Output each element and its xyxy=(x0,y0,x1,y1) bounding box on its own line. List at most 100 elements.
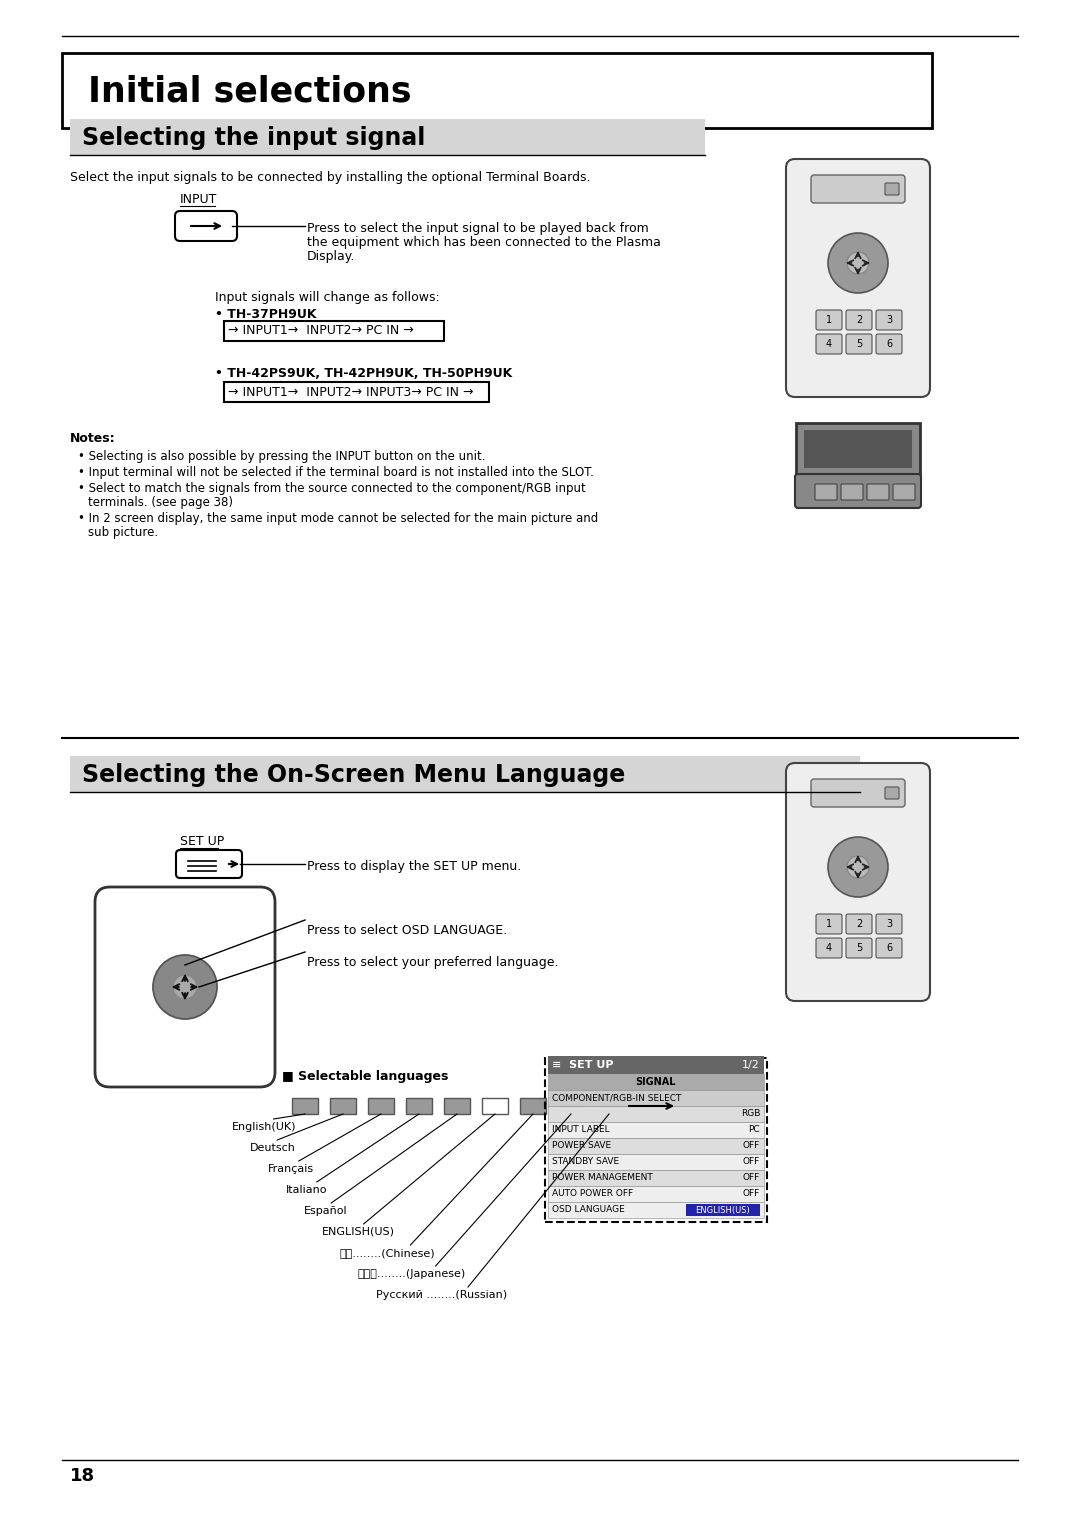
Text: Español: Español xyxy=(303,1206,348,1216)
FancyBboxPatch shape xyxy=(885,183,899,196)
FancyBboxPatch shape xyxy=(876,310,902,330)
Circle shape xyxy=(847,252,869,274)
FancyBboxPatch shape xyxy=(811,176,905,203)
Bar xyxy=(224,382,489,402)
Text: Select the input signals to be connected by installing the optional Terminal Boa: Select the input signals to be connected… xyxy=(70,171,591,183)
Text: 4: 4 xyxy=(826,943,832,953)
FancyBboxPatch shape xyxy=(816,914,842,934)
FancyBboxPatch shape xyxy=(841,484,863,500)
Text: POWER MANAGEMENT: POWER MANAGEMENT xyxy=(552,1174,652,1183)
Bar xyxy=(70,756,860,792)
Bar xyxy=(548,1170,764,1186)
Bar xyxy=(548,1056,764,1074)
FancyBboxPatch shape xyxy=(876,335,902,354)
Text: Notes:: Notes: xyxy=(70,432,116,445)
Text: 6: 6 xyxy=(886,339,892,348)
Circle shape xyxy=(828,232,888,293)
Text: 日本語........(Japanese): 日本語........(Japanese) xyxy=(357,1268,467,1279)
Text: OSD LANGUAGE: OSD LANGUAGE xyxy=(552,1206,624,1215)
FancyBboxPatch shape xyxy=(867,484,889,500)
Bar xyxy=(548,1186,764,1203)
Text: OFF: OFF xyxy=(743,1158,760,1166)
Bar xyxy=(548,1074,764,1089)
FancyBboxPatch shape xyxy=(885,787,899,799)
Circle shape xyxy=(847,856,869,879)
Bar xyxy=(519,1099,546,1114)
Bar xyxy=(686,1204,760,1216)
Text: INPUT LABEL: INPUT LABEL xyxy=(552,1126,609,1134)
Text: Display.: Display. xyxy=(307,251,355,263)
Text: Selecting the input signal: Selecting the input signal xyxy=(82,125,426,150)
Text: Italiano: Italiano xyxy=(286,1186,327,1195)
Text: ≡  SET UP: ≡ SET UP xyxy=(552,1060,613,1070)
Text: ENGLISH(US): ENGLISH(US) xyxy=(696,1206,751,1215)
Text: OFF: OFF xyxy=(743,1141,760,1151)
Text: terminals. (see page 38): terminals. (see page 38) xyxy=(87,497,233,509)
Text: OFF: OFF xyxy=(743,1189,760,1198)
Text: ■ Selectable languages: ■ Selectable languages xyxy=(282,1070,448,1083)
Text: 18: 18 xyxy=(70,1467,95,1485)
FancyBboxPatch shape xyxy=(795,474,921,507)
Text: 5: 5 xyxy=(855,943,862,953)
Circle shape xyxy=(828,837,888,897)
Bar xyxy=(70,119,705,154)
Text: sub picture.: sub picture. xyxy=(87,526,158,539)
Bar xyxy=(796,423,920,475)
Bar xyxy=(548,1089,764,1106)
FancyBboxPatch shape xyxy=(846,335,872,354)
Text: 1/2: 1/2 xyxy=(742,1060,760,1070)
Text: 1: 1 xyxy=(826,315,832,325)
Text: PC: PC xyxy=(748,1126,760,1134)
Text: Press to select OSD LANGUAGE.: Press to select OSD LANGUAGE. xyxy=(307,924,508,937)
Bar xyxy=(368,1099,394,1114)
Text: SIGNAL: SIGNAL xyxy=(636,1077,676,1086)
Text: • Input terminal will not be selected if the terminal board is not installed int: • Input terminal will not be selected if… xyxy=(78,466,594,478)
Text: → INPUT1→  INPUT2→ INPUT3→ PC IN →: → INPUT1→ INPUT2→ INPUT3→ PC IN → xyxy=(228,385,473,399)
Bar xyxy=(558,1099,584,1114)
Text: 1: 1 xyxy=(826,918,832,929)
Text: Français: Français xyxy=(268,1164,314,1174)
Text: AUTO POWER OFF: AUTO POWER OFF xyxy=(552,1189,633,1198)
Text: the equipment which has been connected to the Plasma: the equipment which has been connected t… xyxy=(307,235,661,249)
Text: 中文........(Chinese): 中文........(Chinese) xyxy=(340,1248,435,1258)
FancyBboxPatch shape xyxy=(811,779,905,807)
Bar xyxy=(330,1099,356,1114)
FancyBboxPatch shape xyxy=(816,938,842,958)
Text: • Selecting is also possible by pressing the INPUT button on the unit.: • Selecting is also possible by pressing… xyxy=(78,451,486,463)
Text: • TH-42PS9UK, TH-42PH9UK, TH-50PH9UK: • TH-42PS9UK, TH-42PH9UK, TH-50PH9UK xyxy=(215,367,512,380)
Text: ENGLISH(US): ENGLISH(US) xyxy=(322,1227,395,1238)
FancyBboxPatch shape xyxy=(893,484,915,500)
FancyBboxPatch shape xyxy=(876,938,902,958)
Text: COMPONENT/RGB-IN SELECT: COMPONENT/RGB-IN SELECT xyxy=(552,1094,681,1103)
Text: Press to display the SET UP menu.: Press to display the SET UP menu. xyxy=(307,860,522,872)
Text: Input signals will change as follows:: Input signals will change as follows: xyxy=(215,290,440,304)
Text: 5: 5 xyxy=(855,339,862,348)
Text: STANDBY SAVE: STANDBY SAVE xyxy=(552,1158,619,1166)
Text: Initial selections: Initial selections xyxy=(87,73,411,108)
FancyBboxPatch shape xyxy=(786,762,930,1001)
Text: Deutsch: Deutsch xyxy=(249,1143,296,1154)
FancyBboxPatch shape xyxy=(176,850,242,879)
Bar xyxy=(545,1057,767,1222)
Bar xyxy=(548,1203,764,1218)
Bar xyxy=(596,1099,622,1114)
FancyBboxPatch shape xyxy=(816,310,842,330)
Text: 2: 2 xyxy=(855,918,862,929)
Text: English(UK): English(UK) xyxy=(232,1122,297,1132)
Bar xyxy=(548,1122,764,1138)
FancyBboxPatch shape xyxy=(876,914,902,934)
Bar xyxy=(292,1099,318,1114)
Bar xyxy=(482,1099,508,1114)
Text: • Select to match the signals from the source connected to the component/RGB inp: • Select to match the signals from the s… xyxy=(78,481,585,495)
Text: → INPUT1→  INPUT2→ PC IN →: → INPUT1→ INPUT2→ PC IN → xyxy=(228,324,414,338)
Text: • In 2 screen display, the same input mode cannot be selected for the main pictu: • In 2 screen display, the same input mo… xyxy=(78,512,598,526)
FancyBboxPatch shape xyxy=(815,484,837,500)
Text: POWER SAVE: POWER SAVE xyxy=(552,1141,611,1151)
Text: OFF: OFF xyxy=(743,1174,760,1183)
Bar xyxy=(548,1138,764,1154)
Text: INPUT: INPUT xyxy=(180,193,217,206)
FancyBboxPatch shape xyxy=(846,310,872,330)
FancyBboxPatch shape xyxy=(95,886,275,1086)
Text: RGB: RGB xyxy=(741,1109,760,1118)
Bar xyxy=(548,1106,764,1122)
